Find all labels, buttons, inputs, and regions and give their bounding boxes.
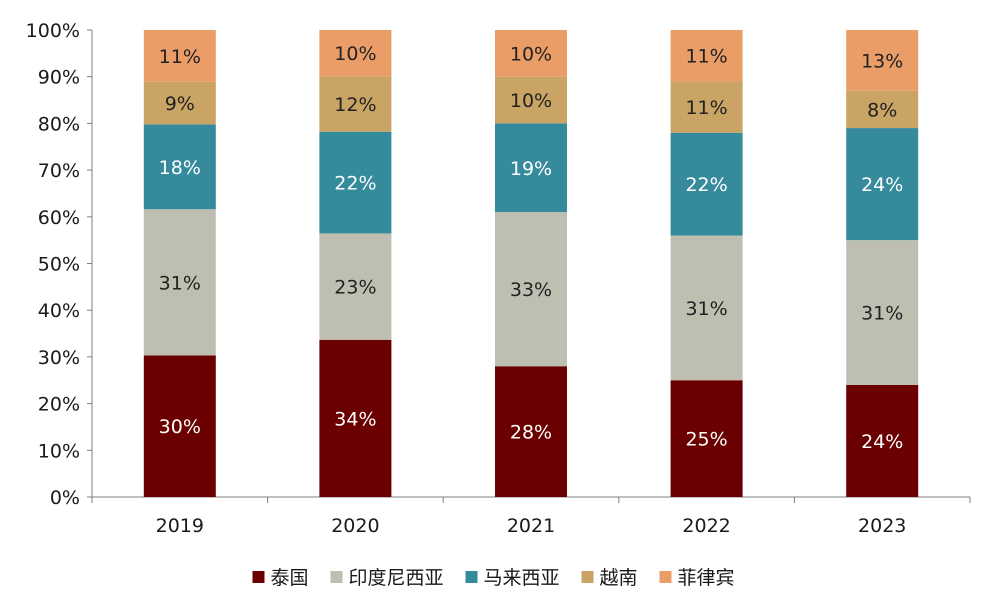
- y-tick-label: 90%: [38, 67, 80, 89]
- bar-segment: [319, 76, 392, 132]
- data-label: 23%: [334, 277, 376, 299]
- legend-swatch: [330, 571, 343, 583]
- y-tick-label: 0%: [50, 487, 80, 509]
- x-tick-label: 2022: [682, 515, 730, 537]
- bar-segment: [846, 384, 919, 497]
- bar-segment: [143, 124, 216, 210]
- bar-segment: [319, 339, 392, 497]
- y-tick-label: 60%: [38, 207, 80, 229]
- legend: 泰国 印度尼西亚 马来西亚 越南 菲律宾: [252, 567, 735, 589]
- y-tick-label: 100%: [26, 20, 80, 42]
- data-label: 30%: [159, 416, 201, 438]
- legend-swatch: [581, 571, 594, 583]
- data-label: 22%: [685, 174, 727, 196]
- data-label: 31%: [861, 303, 903, 325]
- bar-segment: [319, 131, 392, 234]
- data-label: 11%: [159, 46, 201, 68]
- y-tick-label: 80%: [38, 113, 80, 135]
- legend-swatch: [252, 571, 265, 583]
- legend-label: 泰国: [271, 567, 309, 589]
- y-tick-label: 40%: [38, 300, 80, 322]
- legend-label: 印度尼西亚: [349, 567, 444, 589]
- data-label: 22%: [334, 173, 376, 195]
- legend-label: 马来西亚: [484, 567, 560, 589]
- data-label: 33%: [510, 279, 552, 301]
- bar-segment: [846, 30, 919, 91]
- x-tick-label: 2020: [331, 515, 379, 537]
- data-label: 25%: [685, 429, 727, 451]
- data-label: 31%: [685, 298, 727, 320]
- data-label: 8%: [867, 99, 897, 121]
- data-label: 19%: [510, 158, 552, 180]
- bar-segment: [143, 355, 216, 497]
- bar-segment: [319, 30, 392, 77]
- data-label: 11%: [685, 46, 727, 68]
- bar-segment: [319, 233, 392, 340]
- y-tick-label: 50%: [38, 254, 80, 276]
- data-label: 11%: [685, 97, 727, 119]
- bar-segment: [670, 235, 743, 381]
- bars: 30% 31% 18% 9% 11% 34% 23% 22% 12% 10% 28% 33% 19% 10…: [143, 30, 919, 497]
- data-label: 9%: [165, 93, 195, 115]
- bar-segment: [495, 76, 567, 124]
- legend-swatch: [465, 571, 478, 583]
- data-label: 10%: [510, 43, 552, 65]
- data-label: 28%: [510, 422, 552, 444]
- y-tick-label: 70%: [38, 160, 80, 182]
- bar-segment: [495, 123, 567, 213]
- y-tick-label: 30%: [38, 347, 80, 369]
- bar-segment: [143, 209, 216, 356]
- legend-label: 越南: [600, 567, 638, 589]
- y-tick-label: 10%: [38, 440, 80, 462]
- bar-segment: [495, 212, 567, 367]
- data-label: 24%: [861, 174, 903, 196]
- x-tick-label: 2021: [507, 515, 555, 537]
- data-label: 13%: [861, 50, 903, 72]
- bar-segment: [143, 81, 216, 125]
- bar-segment: [143, 30, 216, 82]
- bar-segment: [670, 30, 743, 82]
- data-label: 10%: [334, 43, 376, 65]
- bar-segment: [495, 30, 567, 77]
- data-label: 12%: [334, 94, 376, 116]
- bar-segment: [846, 128, 919, 241]
- y-axis: 0% 10% 20% 30% 40% 50% 60% 70% 80% 90% 100%: [26, 20, 93, 509]
- legend-label: 菲律宾: [678, 567, 735, 589]
- bar-segment: [670, 132, 743, 236]
- x-tick-label: 2023: [858, 515, 906, 537]
- data-label: 24%: [861, 431, 903, 453]
- y-tick-label: 20%: [38, 394, 80, 416]
- bar-segment: [846, 240, 919, 385]
- bar-segment: [670, 380, 743, 497]
- legend-swatch: [659, 571, 672, 583]
- data-label: 10%: [510, 90, 552, 112]
- x-tick-label: 2019: [156, 515, 204, 537]
- bar-segment: [846, 90, 919, 129]
- data-label: 34%: [334, 408, 376, 430]
- x-axis: 2019 2020 2021 2022 2023: [91, 496, 971, 537]
- data-label: 31%: [159, 272, 201, 294]
- data-label: 18%: [159, 157, 201, 179]
- bar-segment: [670, 81, 743, 133]
- bar-segment: [495, 366, 567, 497]
